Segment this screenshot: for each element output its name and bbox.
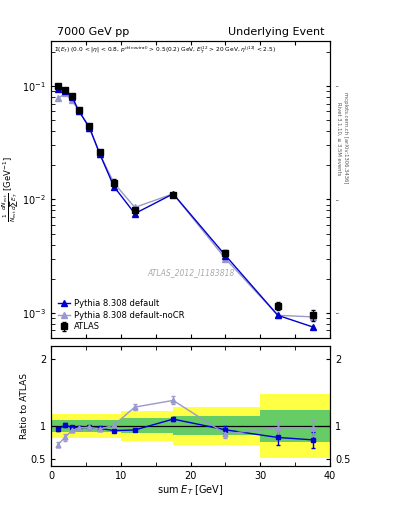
Pythia 8.308 default-noCR [132,204,137,210]
Pythia 8.308 default-noCR [63,91,68,97]
Pythia 8.308 default-noCR [223,255,228,262]
Pythia 8.308 default [112,183,116,189]
Text: Rivet 3.1.10, ≥ 3.5M events: Rivet 3.1.10, ≥ 3.5M events [336,101,341,175]
Pythia 8.308 default [132,210,137,217]
Text: Underlying Event: Underlying Event [228,27,325,36]
Pythia 8.308 default [275,312,280,318]
Pythia 8.308 default-noCR [87,124,92,131]
Pythia 8.308 default [97,151,102,157]
Y-axis label: Ratio to ATLAS: Ratio to ATLAS [20,373,29,439]
Pythia 8.308 default [171,191,176,197]
Pythia 8.308 default-noCR [112,180,116,186]
Line: Pythia 8.308 default: Pythia 8.308 default [55,86,316,330]
Text: $\Sigma(E_T)$ (0.0 < $|\eta|$ < 0.8, $p^{ch(neutral)}$ > 0.5(0.2) GeV, $E_T^{j12: $\Sigma(E_T)$ (0.0 < $|\eta|$ < 0.8, $p^… [54,44,276,55]
Pythia 8.308 default-noCR [97,151,102,157]
Pythia 8.308 default-noCR [77,108,81,114]
Pythia 8.308 default [223,252,228,259]
Pythia 8.308 default [77,108,81,114]
Pythia 8.308 default [70,94,74,100]
Pythia 8.308 default-noCR [275,312,280,318]
Line: Pythia 8.308 default-noCR: Pythia 8.308 default-noCR [55,91,316,319]
Pythia 8.308 default [87,124,92,131]
X-axis label: sum $E_T$ [GeV]: sum $E_T$ [GeV] [157,483,224,497]
Pythia 8.308 default-noCR [56,95,61,101]
Pythia 8.308 default-noCR [70,97,74,103]
Text: mcplots.cern.ch [arXiv:1306.3436]: mcplots.cern.ch [arXiv:1306.3436] [343,93,348,184]
Text: ATLAS_2012_I1183818: ATLAS_2012_I1183818 [147,268,234,277]
Pythia 8.308 default [310,324,315,330]
Legend: Pythia 8.308 default, Pythia 8.308 default-noCR, ATLAS: Pythia 8.308 default, Pythia 8.308 defau… [55,297,187,334]
Pythia 8.308 default-noCR [171,191,176,197]
Pythia 8.308 default [63,88,68,94]
Pythia 8.308 default-noCR [310,314,315,320]
Y-axis label: $\frac{1}{N_\mathrm{evt}}\frac{dN_\mathrm{evt}}{d\sum E_T}\ [\mathrm{GeV}^{-1}]$: $\frac{1}{N_\mathrm{evt}}\frac{dN_\mathr… [0,157,21,222]
Pythia 8.308 default [56,86,61,92]
Text: 7000 GeV pp: 7000 GeV pp [57,27,129,36]
